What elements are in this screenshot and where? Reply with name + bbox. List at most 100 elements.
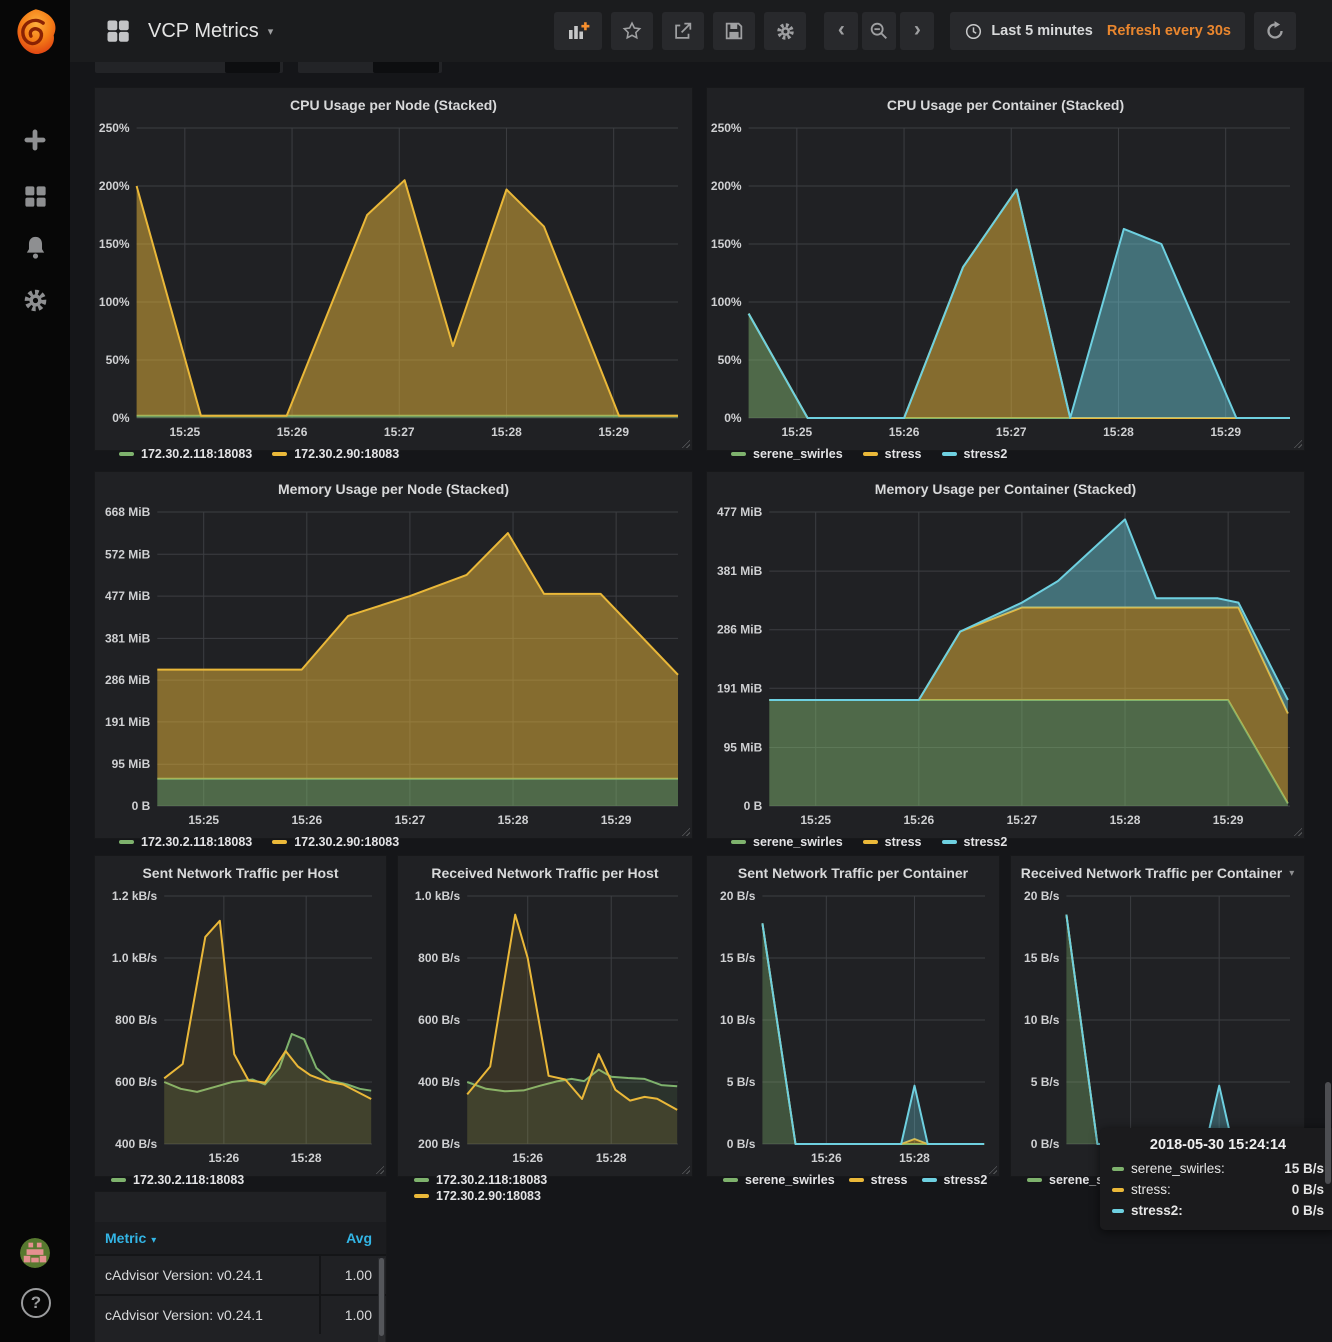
page-scrollbar-thumb[interactable] (1325, 1082, 1331, 1184)
template-variable-dropdown[interactable] (298, 60, 442, 73)
legend-item-172.30.2.118:18083[interactable]: 172.30.2.118:18083 (119, 835, 252, 849)
legend-item-serene_swirles[interactable]: serene_swirles (731, 447, 843, 461)
legend-item-serene_swirles[interactable]: serene_swirles (723, 1173, 835, 1187)
legend-item-172.30.2.90:18083[interactable]: 172.30.2.90:18083 (272, 447, 399, 461)
chart-legend: serene_swirles stress stress2 (707, 445, 1304, 469)
metric-cell: cAdvisor Version: v0.24.1 (95, 1294, 321, 1334)
tooltip-series-color (1112, 1166, 1124, 1171)
time-range-label: Last 5 minutes (991, 23, 1093, 39)
sidebar: ? (0, 0, 70, 1342)
chart-area[interactable]: 0 B 95 MiB 191 MiB 286 MiB 381 MiB 477 MiB 572… (95, 502, 692, 833)
legend-item-172.30.2.90:18083[interactable]: 172.30.2.90:18083 (414, 1189, 692, 1203)
svg-text:286 MiB: 286 MiB (717, 623, 763, 637)
tooltip-series-color (1112, 1187, 1124, 1192)
time-back-button[interactable]: ‹ (824, 12, 859, 50)
legend-item-172.30.2.118:18083[interactable]: 172.30.2.118:18083 (414, 1173, 692, 1187)
svg-text:250%: 250% (99, 121, 130, 135)
panel-title[interactable]: Received Network Traffic per Host (431, 865, 659, 881)
dashboards-icon[interactable] (21, 182, 49, 210)
share-button[interactable] (662, 12, 705, 50)
sort-caret-icon: ▾ (151, 1235, 157, 1246)
panel-resize-handle[interactable] (681, 827, 690, 836)
panel-resize-handle[interactable] (681, 1165, 690, 1174)
tooltip-timestamp: 2018-05-30 15:24:14 (1149, 1137, 1287, 1153)
panel-title[interactable]: CPU Usage per Container (Stacked) (886, 97, 1125, 113)
table-scrollbar-thumb[interactable] (379, 1258, 384, 1336)
svg-text:15:29: 15:29 (1210, 425, 1241, 439)
legend-item-serene_swirles[interactable]: serene_swirles (731, 835, 843, 849)
star-button[interactable] (611, 12, 654, 50)
panel-resize-handle[interactable] (375, 1165, 384, 1174)
panel-menu-caret-icon[interactable]: ▾ (1289, 867, 1295, 879)
metric-cell: cAdvisor Version: v0.24.1 (95, 1254, 321, 1295)
chart-area[interactable]: 0 B 95 MiB 191 MiB 286 MiB 381 MiB 477 MiB 15:… (707, 502, 1304, 833)
panel-resize-handle[interactable] (1293, 439, 1302, 448)
panel-memory-usage-per-container: Memory Usage per Container (Stacked) 0 B… (707, 472, 1304, 849)
chart-legend: 172.30.2.118:18083 172.30.2.90:18083 (95, 833, 692, 857)
chart-area[interactable]: 0% 50% 100% 150% 200% 250% 15:25 15:26 15:27 15:2… (707, 118, 1304, 445)
configuration-gear-icon[interactable] (21, 286, 49, 314)
legend-item-stress2[interactable]: stress2 (941, 835, 1007, 849)
chart-legend: serene_swirles stress stress2 (707, 833, 1304, 857)
legend-item-stress2[interactable]: stress2 (941, 447, 1007, 461)
svg-text:95 MiB: 95 MiB (724, 740, 763, 754)
grafana-logo-icon[interactable] (9, 6, 61, 58)
panel-memory-usage-per-node: Memory Usage per Node (Stacked) 0 B 95 Mi… (95, 472, 692, 849)
dashboard-grid-icon[interactable] (104, 17, 132, 45)
svg-text:15:27: 15:27 (996, 425, 1027, 439)
chart-area[interactable]: 400 B/s 600 B/s 800 B/s 1.0 kB/s 1.2 kB/s 15:… (95, 886, 386, 1171)
svg-text:15:27: 15:27 (384, 425, 415, 439)
svg-text:0%: 0% (112, 411, 130, 425)
panel-title[interactable]: Sent Network Traffic per Host (142, 865, 339, 881)
legend-item-stress2[interactable]: stress2 (921, 1173, 987, 1187)
refresh-button[interactable] (1254, 12, 1296, 50)
panel-resize-handle[interactable] (681, 439, 690, 448)
panel-title[interactable]: Sent Network Traffic per Container (737, 865, 969, 881)
svg-text:15 B/s: 15 B/s (720, 951, 756, 965)
time-picker-button[interactable]: Last 5 minutes Refresh every 30s (950, 12, 1245, 50)
add-icon[interactable] (21, 126, 49, 154)
svg-text:0 B: 0 B (132, 799, 151, 813)
panel-resize-handle[interactable] (988, 1165, 997, 1174)
panel-title[interactable]: Memory Usage per Container (Stacked) (874, 481, 1137, 497)
save-button[interactable] (713, 12, 756, 50)
legend-series-color (111, 1178, 126, 1182)
legend-item-172.30.2.118:18083[interactable]: 172.30.2.118:18083 (119, 447, 252, 461)
legend-item-stress[interactable]: stress (862, 835, 922, 849)
svg-text:191 MiB: 191 MiB (105, 715, 151, 729)
zoom-out-button[interactable] (862, 12, 897, 50)
template-variable-dropdown[interactable] (95, 60, 283, 73)
legend-item-stress[interactable]: stress (848, 1173, 908, 1187)
panel-title[interactable]: CPU Usage per Node (Stacked) (290, 97, 497, 113)
chart-area[interactable]: 0 B/s 5 B/s 10 B/s 15 B/s 20 B/s 15:26 15:28 (707, 886, 999, 1171)
panel-title[interactable]: Memory Usage per Node (Stacked) (277, 481, 510, 497)
panel-title[interactable] (95, 1192, 386, 1222)
settings-gear-button[interactable] (764, 12, 807, 50)
legend-series-color (862, 840, 878, 844)
table-header-metric[interactable]: Metric ▾ (95, 1222, 321, 1255)
alerting-bell-icon[interactable] (21, 233, 49, 261)
user-avatar[interactable] (20, 1238, 50, 1268)
tooltip-series-row: stress: 0 B/s (1112, 1182, 1324, 1197)
add-panel-button[interactable] (554, 12, 603, 50)
svg-text:100%: 100% (711, 295, 742, 309)
help-icon[interactable]: ? (21, 1288, 51, 1318)
graph-tooltip: 2018-05-30 15:24:14 serene_swirles: 15 B/… (1100, 1128, 1332, 1230)
chart-area[interactable]: 0% 50% 100% 150% 200% 250% 15:25 15:26 15:27 15:2… (95, 118, 692, 445)
legend-item-172.30.2.118:18083[interactable]: 172.30.2.118:18083 (111, 1173, 386, 1187)
chart-area[interactable]: 200 B/s 400 B/s 600 B/s 800 B/s 1.0 kB/s 15:2… (398, 886, 692, 1171)
svg-text:200%: 200% (99, 179, 130, 193)
svg-text:600 B/s: 600 B/s (115, 1075, 157, 1089)
panel-title[interactable]: Received Network Traffic per Container ▾ (1020, 865, 1295, 881)
svg-text:0 B/s: 0 B/s (1031, 1137, 1060, 1151)
legend-item-172.30.2.90:18083[interactable]: 172.30.2.90:18083 (272, 835, 399, 849)
legend-series-color (1027, 1178, 1042, 1182)
svg-text:95 MiB: 95 MiB (112, 757, 151, 771)
chart-legend: 172.30.2.118:18083 172.30.2.90:18083 (95, 445, 692, 469)
time-forward-button[interactable]: › (900, 12, 935, 50)
legend-series-color (941, 840, 957, 844)
dashboard-title[interactable]: VCP Metrics ▾ (148, 19, 274, 42)
panel-resize-handle[interactable] (1293, 827, 1302, 836)
legend-item-stress[interactable]: stress (862, 447, 922, 461)
table-header-avg[interactable]: Avg (320, 1222, 386, 1255)
